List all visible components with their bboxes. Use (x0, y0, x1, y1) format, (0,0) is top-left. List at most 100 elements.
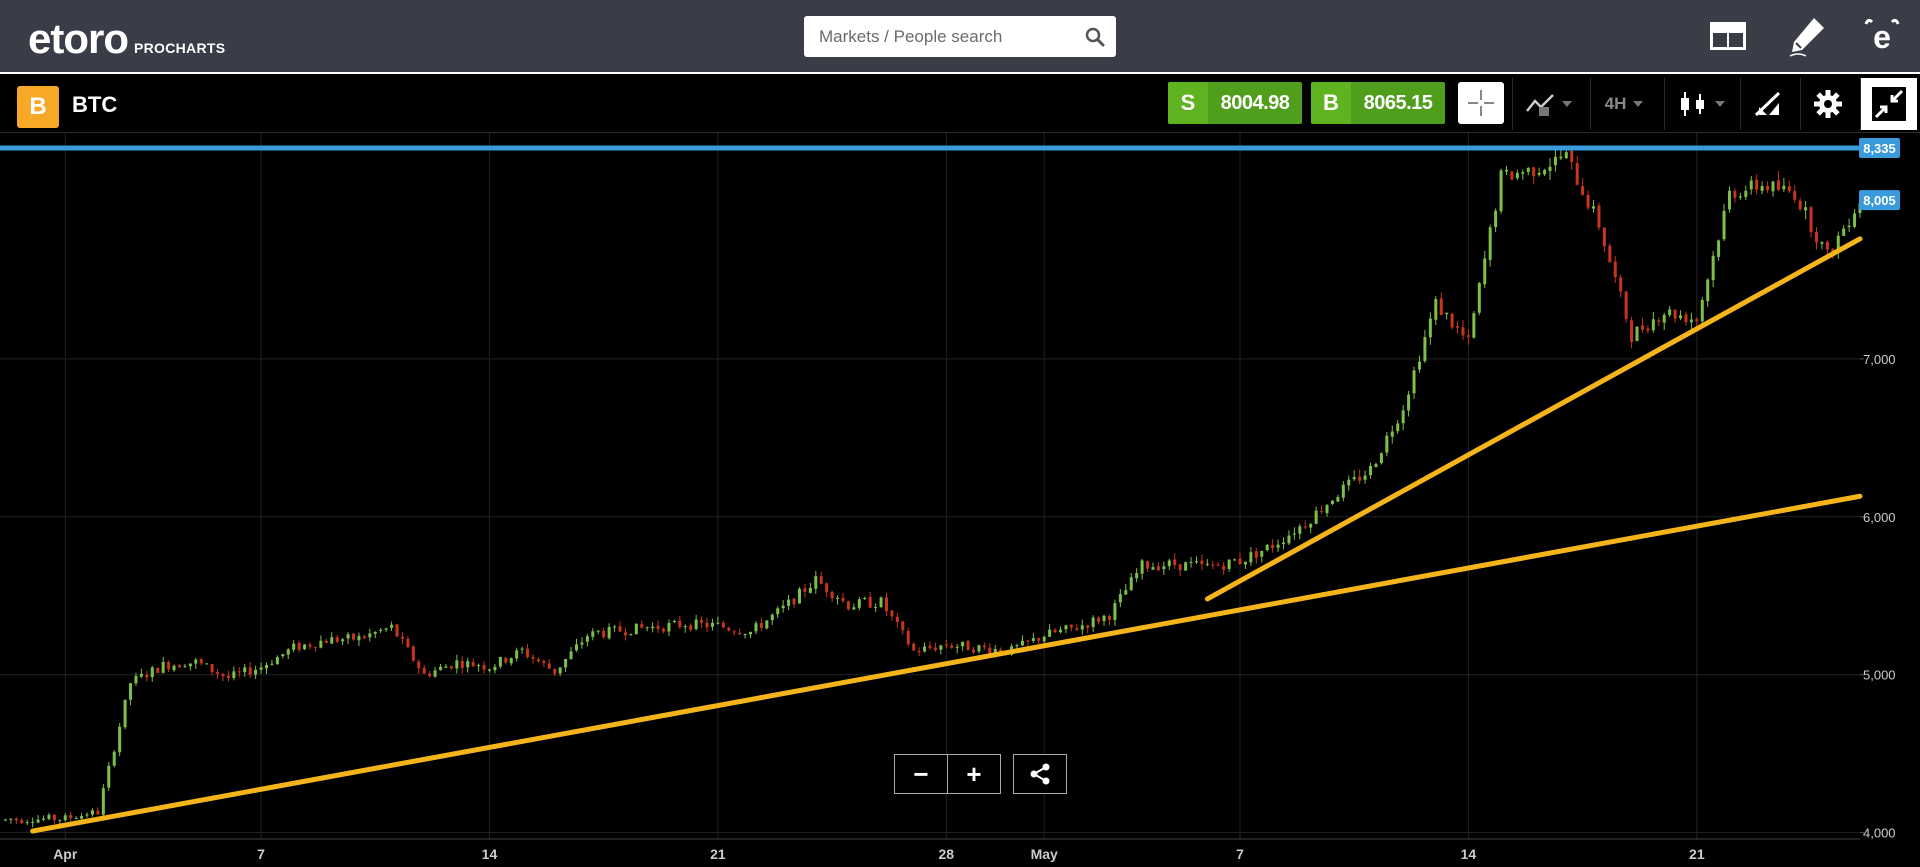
instrument-symbol[interactable]: BTC (72, 92, 118, 117)
collapse-button[interactable] (1860, 78, 1917, 130)
candle-body (194, 659, 198, 664)
candle-body (150, 667, 154, 678)
candle-body (721, 622, 725, 628)
candle-body (379, 629, 383, 632)
candle-body (874, 606, 878, 608)
candle-body (1570, 150, 1574, 163)
candle-body (884, 597, 888, 612)
candle-body (613, 626, 617, 628)
candle-body (814, 576, 818, 589)
price-tag (1859, 190, 1900, 211)
candle-body (1760, 186, 1764, 191)
candle-body (1015, 645, 1019, 647)
candle-body (384, 628, 388, 630)
candle-body (1151, 567, 1155, 570)
drawing-tools-button[interactable] (1740, 78, 1795, 130)
candle-body (1205, 563, 1209, 565)
candle-body (123, 699, 127, 728)
candle-body (335, 637, 339, 642)
search-input[interactable] (804, 16, 1079, 57)
candle-body (156, 667, 160, 673)
candle-body (1749, 180, 1753, 190)
candle-body (1804, 207, 1808, 211)
candle-body (1200, 560, 1204, 565)
candle-body (1069, 624, 1073, 628)
candle-body (1271, 544, 1275, 549)
candle-body (993, 649, 997, 655)
candle-body (895, 616, 899, 622)
candle-body (672, 621, 676, 623)
candle-body (542, 660, 546, 663)
candle-body (63, 815, 67, 821)
candle-body (80, 816, 84, 819)
candle-body (259, 667, 263, 670)
candle-body (1227, 559, 1231, 569)
candle-body (667, 623, 671, 632)
candle-body (199, 659, 203, 664)
candle-body (749, 631, 753, 635)
timeframe-dropdown[interactable]: 4H (1590, 78, 1657, 130)
candle-body (1412, 370, 1416, 394)
settings-button[interactable] (1800, 78, 1855, 130)
candle-body (188, 663, 192, 667)
candle-body (1733, 190, 1737, 198)
buy-button[interactable]: B 8065.15 (1311, 82, 1445, 124)
candlestick-icon (1680, 92, 1704, 116)
candle-body (1842, 228, 1846, 236)
layout-icon[interactable] (1706, 14, 1750, 58)
chart-type-dropdown[interactable] (1512, 78, 1583, 130)
candle-body (1483, 258, 1487, 285)
search-icon[interactable] (1084, 26, 1106, 48)
sell-letter: S (1168, 82, 1208, 124)
zoom-in-button[interactable]: + (947, 755, 1000, 793)
candle-body (1314, 510, 1318, 524)
crosshair-button[interactable] (1458, 82, 1504, 124)
candle-body (1020, 640, 1024, 646)
candle-body (1494, 210, 1498, 227)
candle-body (1684, 314, 1688, 323)
candle-body (270, 663, 274, 665)
candle-body (455, 660, 459, 669)
candle-body (1662, 314, 1666, 323)
etoro-logo[interactable]: etoro PROCHARTS (28, 10, 225, 60)
candle-body (1825, 241, 1829, 250)
candle-body (1543, 170, 1547, 175)
candle-body (553, 668, 557, 674)
candle-body (939, 645, 943, 650)
candle-body (1673, 309, 1677, 319)
candle-body (1450, 313, 1454, 328)
candle-body (1847, 225, 1851, 228)
candle-body (297, 642, 301, 650)
candle-body (1298, 526, 1302, 534)
y-tick-label: 6,000 (1863, 510, 1896, 525)
candle-body (487, 669, 491, 671)
candle-body (134, 676, 138, 684)
candle-body (286, 649, 290, 655)
pencil-icon[interactable] (1786, 14, 1830, 58)
candle-style-dropdown[interactable] (1664, 78, 1737, 130)
candle-body (1374, 463, 1378, 468)
y-tick-label: 7,000 (1863, 352, 1896, 367)
candle-body (25, 822, 29, 824)
candle-body (1238, 558, 1242, 564)
candle-body (1537, 172, 1541, 175)
candle-body (1586, 194, 1590, 208)
candle-body (216, 672, 220, 674)
share-button[interactable] (1014, 755, 1066, 793)
candle-body (515, 650, 519, 659)
logo-text: etoro (28, 15, 129, 62)
etoro-home-icon[interactable]: e (1860, 14, 1904, 58)
candle-body (1080, 625, 1084, 630)
sell-button[interactable]: S 8004.98 (1168, 82, 1302, 124)
candle-body (1798, 200, 1802, 210)
candle-body (1695, 318, 1699, 322)
candle-body (580, 642, 584, 645)
zoom-out-button[interactable]: − (913, 758, 929, 789)
candle-body (574, 644, 578, 651)
price-chart[interactable]: 4,000 5,000 6,000 7,000 8,335 8,005 Apr 7 14 21 28… (0, 133, 1920, 867)
candle-body (1390, 431, 1394, 437)
timeframe-label: 4H (1604, 94, 1627, 113)
candle-body (1178, 564, 1182, 571)
candle-body (694, 619, 698, 630)
candle-body (531, 656, 535, 659)
